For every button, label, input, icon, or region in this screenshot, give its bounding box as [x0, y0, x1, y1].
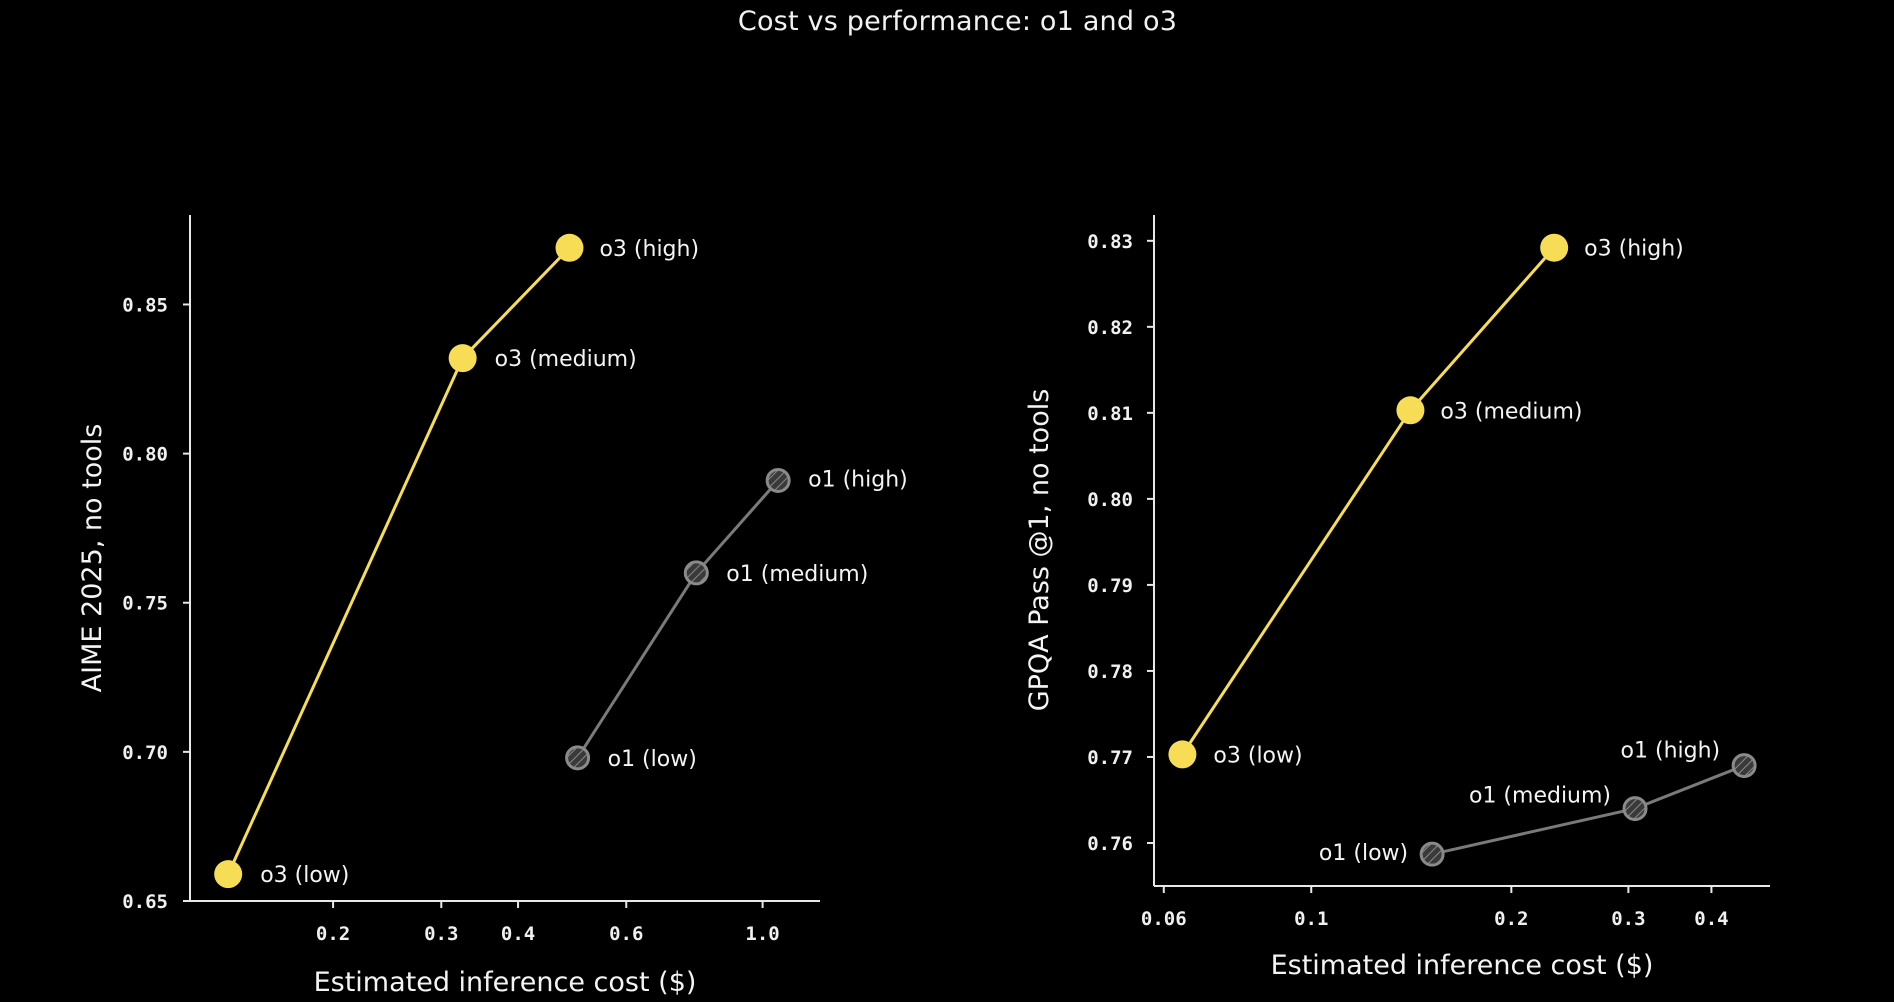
data-point-label: o1 (high) — [1621, 739, 1721, 764]
data-point-label: o1 (low) — [608, 747, 697, 772]
data-point-o1 — [1622, 796, 1648, 822]
y-tick-label: 0.75 — [122, 593, 168, 615]
y-tick-label: 0.83 — [1087, 231, 1133, 253]
data-point-o1 — [765, 467, 791, 493]
data-point-label: o3 (medium) — [495, 347, 637, 372]
point-labels: o3 (low) o3 (medium) o3 (high) o1 (low) o1 (… — [1213, 237, 1720, 866]
data-point-o3 — [555, 233, 584, 262]
series-line-o3 — [1181, 246, 1556, 756]
x-tick-label: 0.1 — [1294, 908, 1328, 930]
y-tick-label: 0.80 — [122, 444, 168, 466]
data-point-label: o3 (high) — [1584, 237, 1684, 262]
data-point-label: o3 (high) — [599, 237, 699, 262]
aime-chart: 0.65 0.70 0.75 0.80 0.85 0.2 0.3 0.4 0.6 1.0 AIM… — [77, 215, 908, 998]
data-point-o1 — [1731, 753, 1757, 779]
x-tick-label: 0.2 — [316, 923, 350, 945]
data-point-label: o1 (medium) — [726, 562, 868, 587]
y-tick-label: 0.78 — [1087, 661, 1133, 683]
data-point-o1 — [565, 745, 591, 771]
data-point-o3 — [1168, 740, 1197, 769]
x-tick-label: 0.4 — [1694, 908, 1728, 930]
x-ticks: 0.06 0.1 0.2 0.3 0.4 — [1141, 886, 1729, 930]
x-axis-label: Estimated inference cost ($) — [314, 967, 697, 998]
x-tick-label: 0.06 — [1141, 908, 1187, 930]
page-title: Cost vs performance: o1 and o3 — [737, 6, 1178, 37]
point-labels: o3 (low) o3 (medium) o3 (high) o1 (low) o1 (… — [260, 237, 908, 888]
y-tick-label: 0.77 — [1087, 747, 1133, 769]
data-point-o3 — [1396, 396, 1425, 425]
data-point-o3 — [214, 860, 243, 889]
x-tick-label: 0.6 — [609, 923, 643, 945]
series-line-o1 — [576, 479, 780, 759]
data-point-label: o3 (medium) — [1440, 399, 1582, 424]
y-ticks: 0.76 0.77 0.78 0.79 0.80 0.81 0.82 0.83 — [1087, 231, 1154, 855]
series-points — [1168, 233, 1757, 867]
x-tick-label: 0.2 — [1494, 908, 1528, 930]
x-tick-label: 1.0 — [745, 923, 779, 945]
data-point-label: o1 (medium) — [1469, 784, 1611, 809]
data-point-label: o3 (low) — [1213, 743, 1302, 768]
series-line-o3 — [226, 246, 571, 875]
y-tick-label: 0.85 — [122, 294, 168, 316]
x-tick-label: 0.3 — [424, 923, 458, 945]
y-tick-label: 0.80 — [1087, 489, 1133, 511]
data-point-label: o1 (low) — [1319, 841, 1408, 866]
y-tick-label: 0.82 — [1087, 317, 1133, 339]
x-tick-label: 0.4 — [501, 923, 535, 945]
data-point-o3 — [1540, 233, 1569, 262]
y-tick-label: 0.81 — [1087, 403, 1133, 425]
data-point-label: o3 (low) — [260, 863, 349, 888]
series-line-o1 — [1431, 764, 1745, 856]
y-ticks: 0.65 0.70 0.75 0.80 0.85 — [122, 294, 190, 913]
x-axis-label: Estimated inference cost ($) — [1271, 950, 1654, 981]
data-point-label: o1 (high) — [808, 467, 908, 492]
y-axis-label: AIME 2025, no tools — [77, 424, 108, 693]
series-points — [214, 233, 791, 889]
x-ticks: 0.2 0.3 0.4 0.6 1.0 — [316, 901, 780, 945]
y-axis-label: GPQA Pass @1, no tools — [1024, 389, 1055, 712]
y-tick-label: 0.70 — [122, 742, 168, 764]
y-tick-label: 0.65 — [122, 891, 168, 913]
y-tick-label: 0.79 — [1087, 575, 1133, 597]
data-point-o1 — [683, 560, 709, 586]
y-tick-label: 0.76 — [1087, 833, 1133, 855]
data-point-o3 — [448, 344, 477, 373]
data-point-o1 — [1419, 841, 1445, 867]
x-tick-label: 0.3 — [1611, 908, 1645, 930]
gpqa-chart: 0.76 0.77 0.78 0.79 0.80 0.81 0.82 0.83 0.06 0.1… — [1024, 215, 1770, 981]
